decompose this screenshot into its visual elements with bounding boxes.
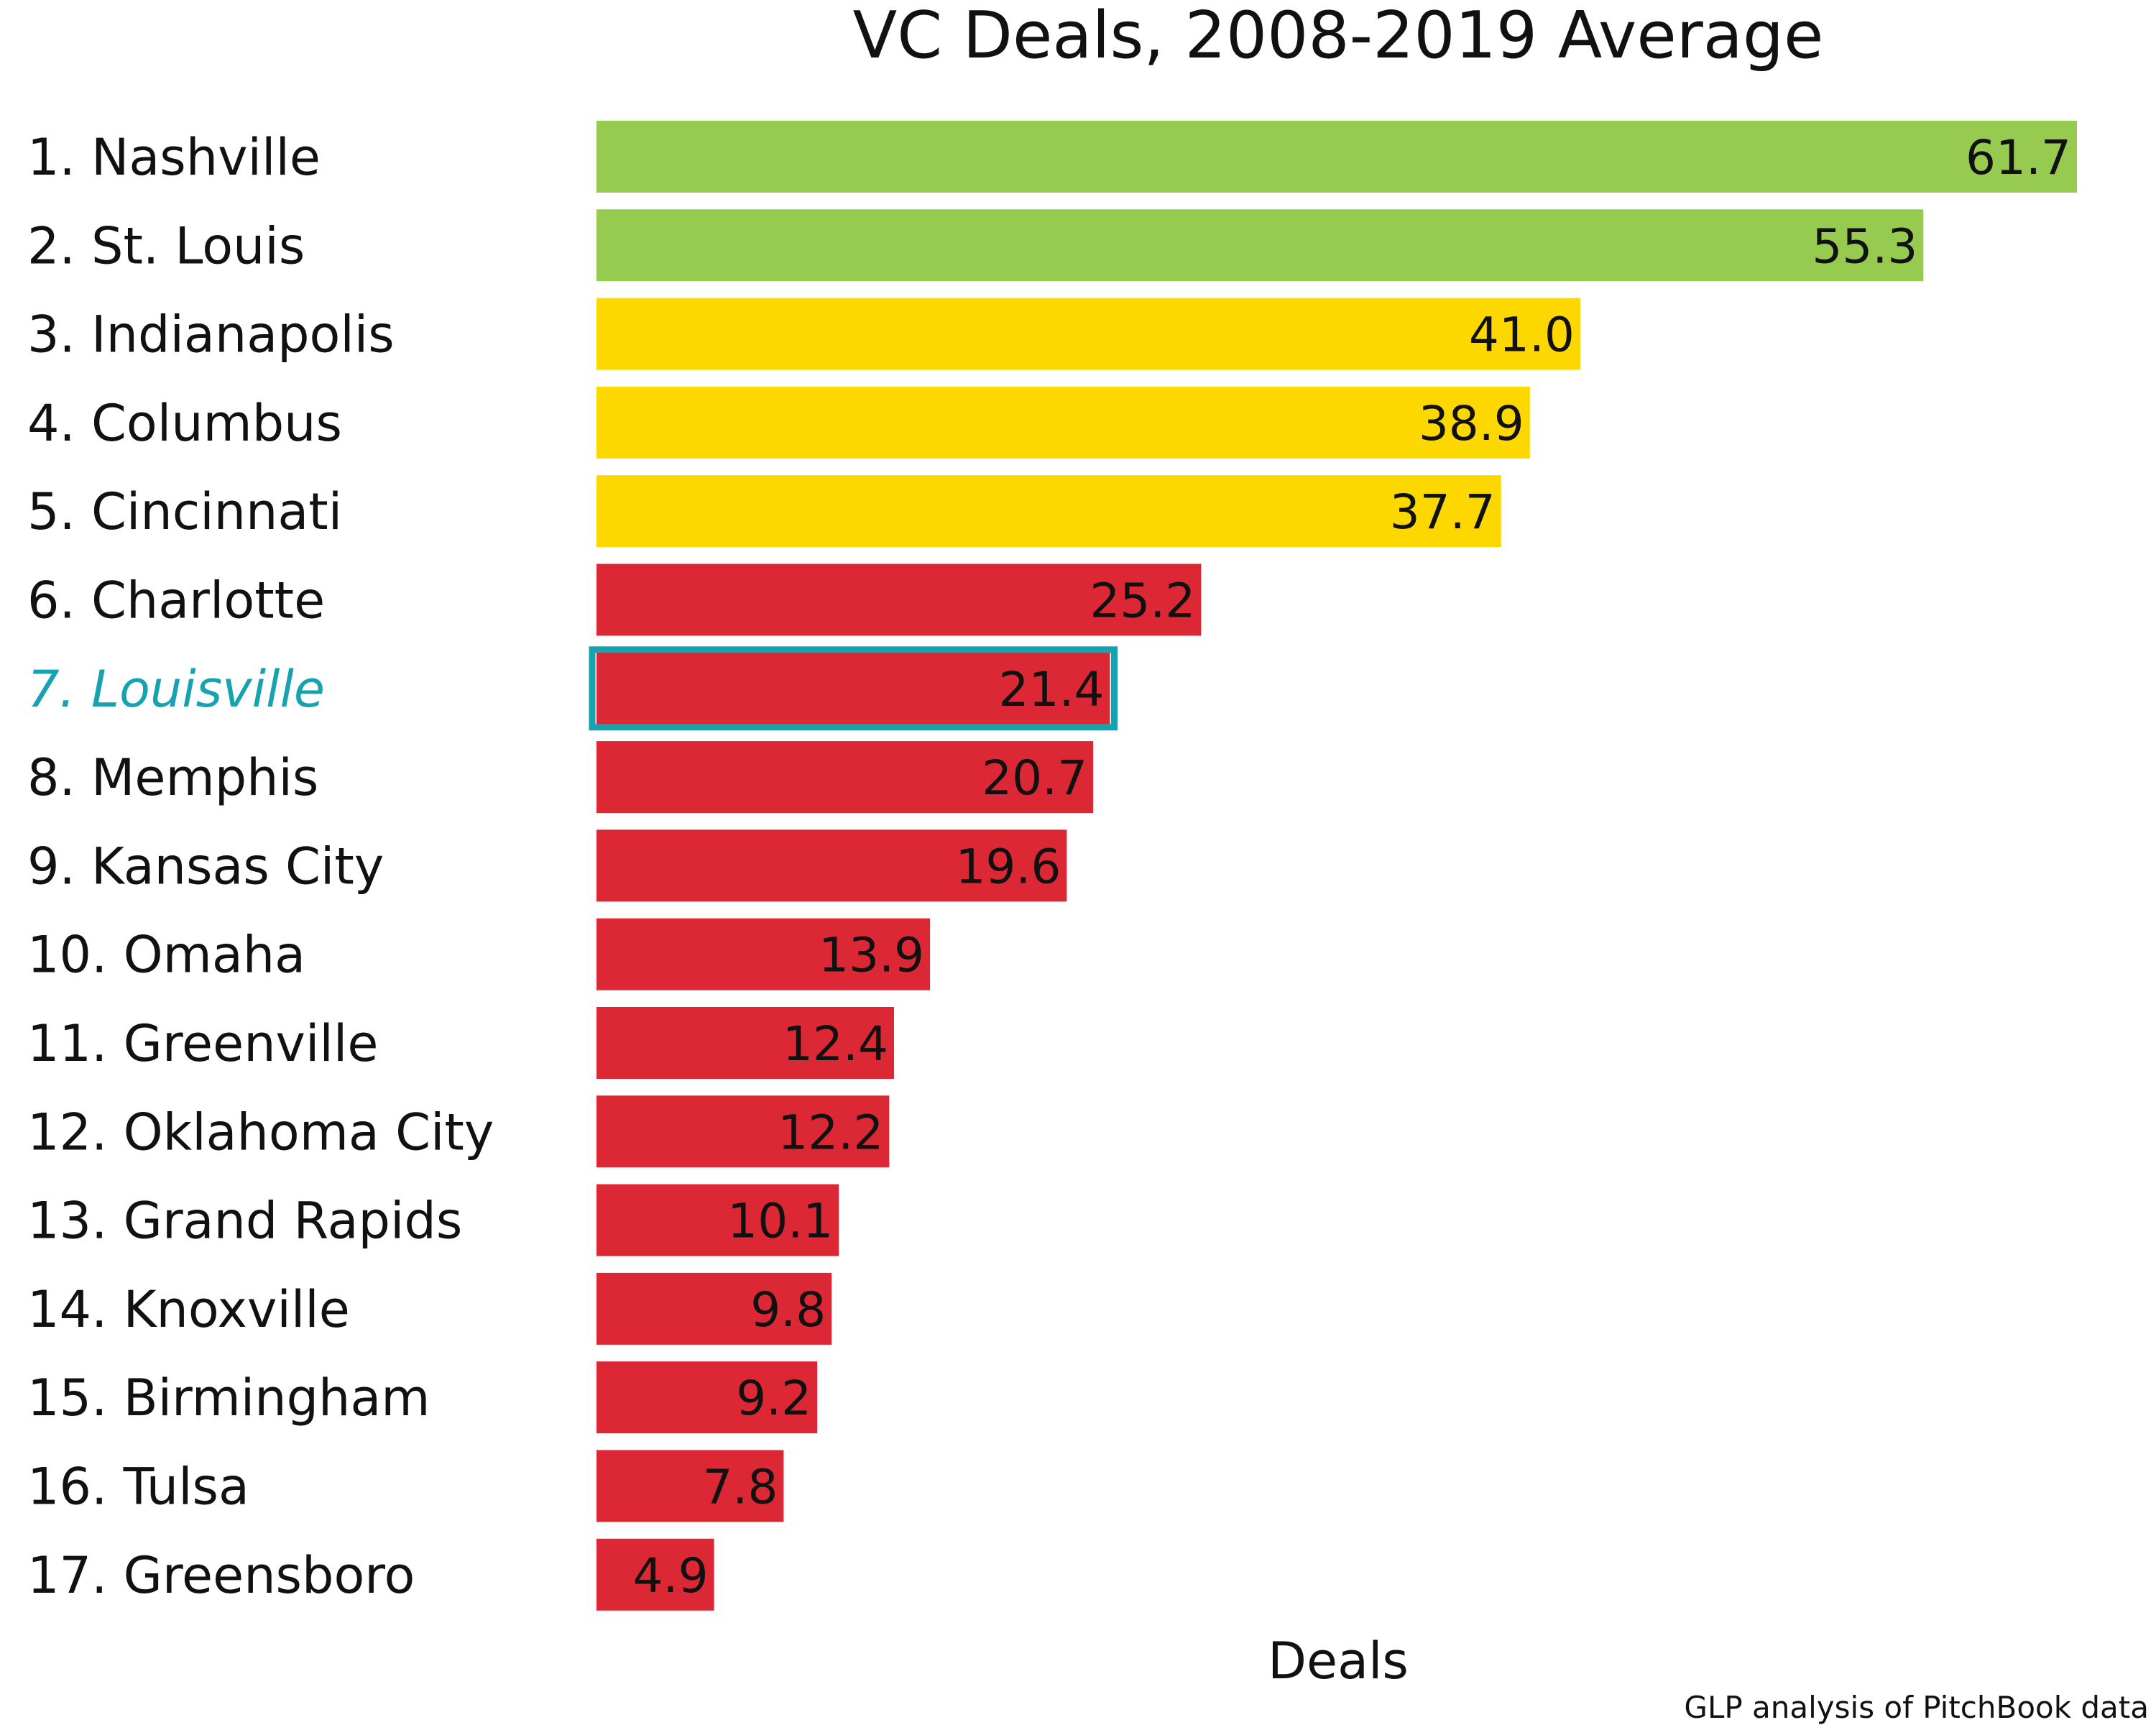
value-label: 38.9 [1419,396,1524,451]
value-label: 4.9 [633,1548,709,1604]
category-label: 3. Indianapolis [27,305,395,364]
value-label: 9.2 [736,1371,811,1426]
value-label: 21.4 [999,662,1105,717]
bar [596,741,1094,814]
value-label: 41.0 [1469,308,1575,363]
category-label: 7. Louisville [27,660,325,719]
category-label: 11. Greenville [27,1014,378,1073]
category-label: 4. Columbus [27,394,342,453]
bar [596,829,1067,902]
bar [596,121,2077,193]
value-label: 37.7 [1390,484,1496,540]
bar [596,209,1924,282]
bar [596,652,1110,724]
value-label: 12.4 [783,1016,888,1072]
value-label: 19.6 [955,839,1061,894]
value-label: 55.3 [1812,218,1917,274]
bar [596,1184,839,1256]
bar [596,475,1501,548]
category-label: 6. Charlotte [27,571,325,630]
source-note: GLP analysis of PitchBook data [1684,1690,2149,1725]
category-label: 9. Kansas City [27,837,384,896]
category-label: 12. Oklahoma City [27,1103,494,1162]
value-label: 61.7 [1966,130,2071,185]
category-label: 16. Tulsa [27,1458,249,1517]
bar [596,1272,832,1345]
bars: 1. Nashville 61.7 2. St. Louis 55.3 3. India… [27,121,2077,1611]
chart-title: VC Deals, 2008-2019 Average [853,0,1824,73]
bar [596,1450,784,1522]
highlight-outline [589,646,1118,731]
value-label: 7.8 [702,1460,778,1515]
value-label: 25.2 [1089,574,1195,629]
category-label: 14. Knoxville [27,1280,350,1339]
x-axis-label: Deals [1268,1632,1409,1690]
value-label: 12.2 [778,1105,883,1160]
bar [596,386,1530,459]
bar [596,564,1202,636]
category-label: 10. Omaha [27,926,305,985]
bar [596,298,1580,370]
category-label: 5. Cincinnati [27,482,342,541]
category-label: 15. Birmingham [27,1368,430,1427]
bar [596,918,931,990]
value-label: 9.8 [750,1282,826,1338]
value-label: 13.9 [819,928,924,983]
value-label: 20.7 [982,750,1087,806]
bar [596,1007,895,1079]
bar [596,1095,890,1168]
value-label: 10.1 [727,1194,833,1249]
category-label: 13. Grand Rapids [27,1192,462,1251]
bar [596,1538,714,1611]
category-label: 8. Memphis [27,748,318,807]
category-label: 1. Nashville [27,128,321,187]
category-label: 17. Greensboro [27,1546,415,1605]
category-label: 2. St. Louis [27,216,305,275]
bar [596,1361,818,1434]
